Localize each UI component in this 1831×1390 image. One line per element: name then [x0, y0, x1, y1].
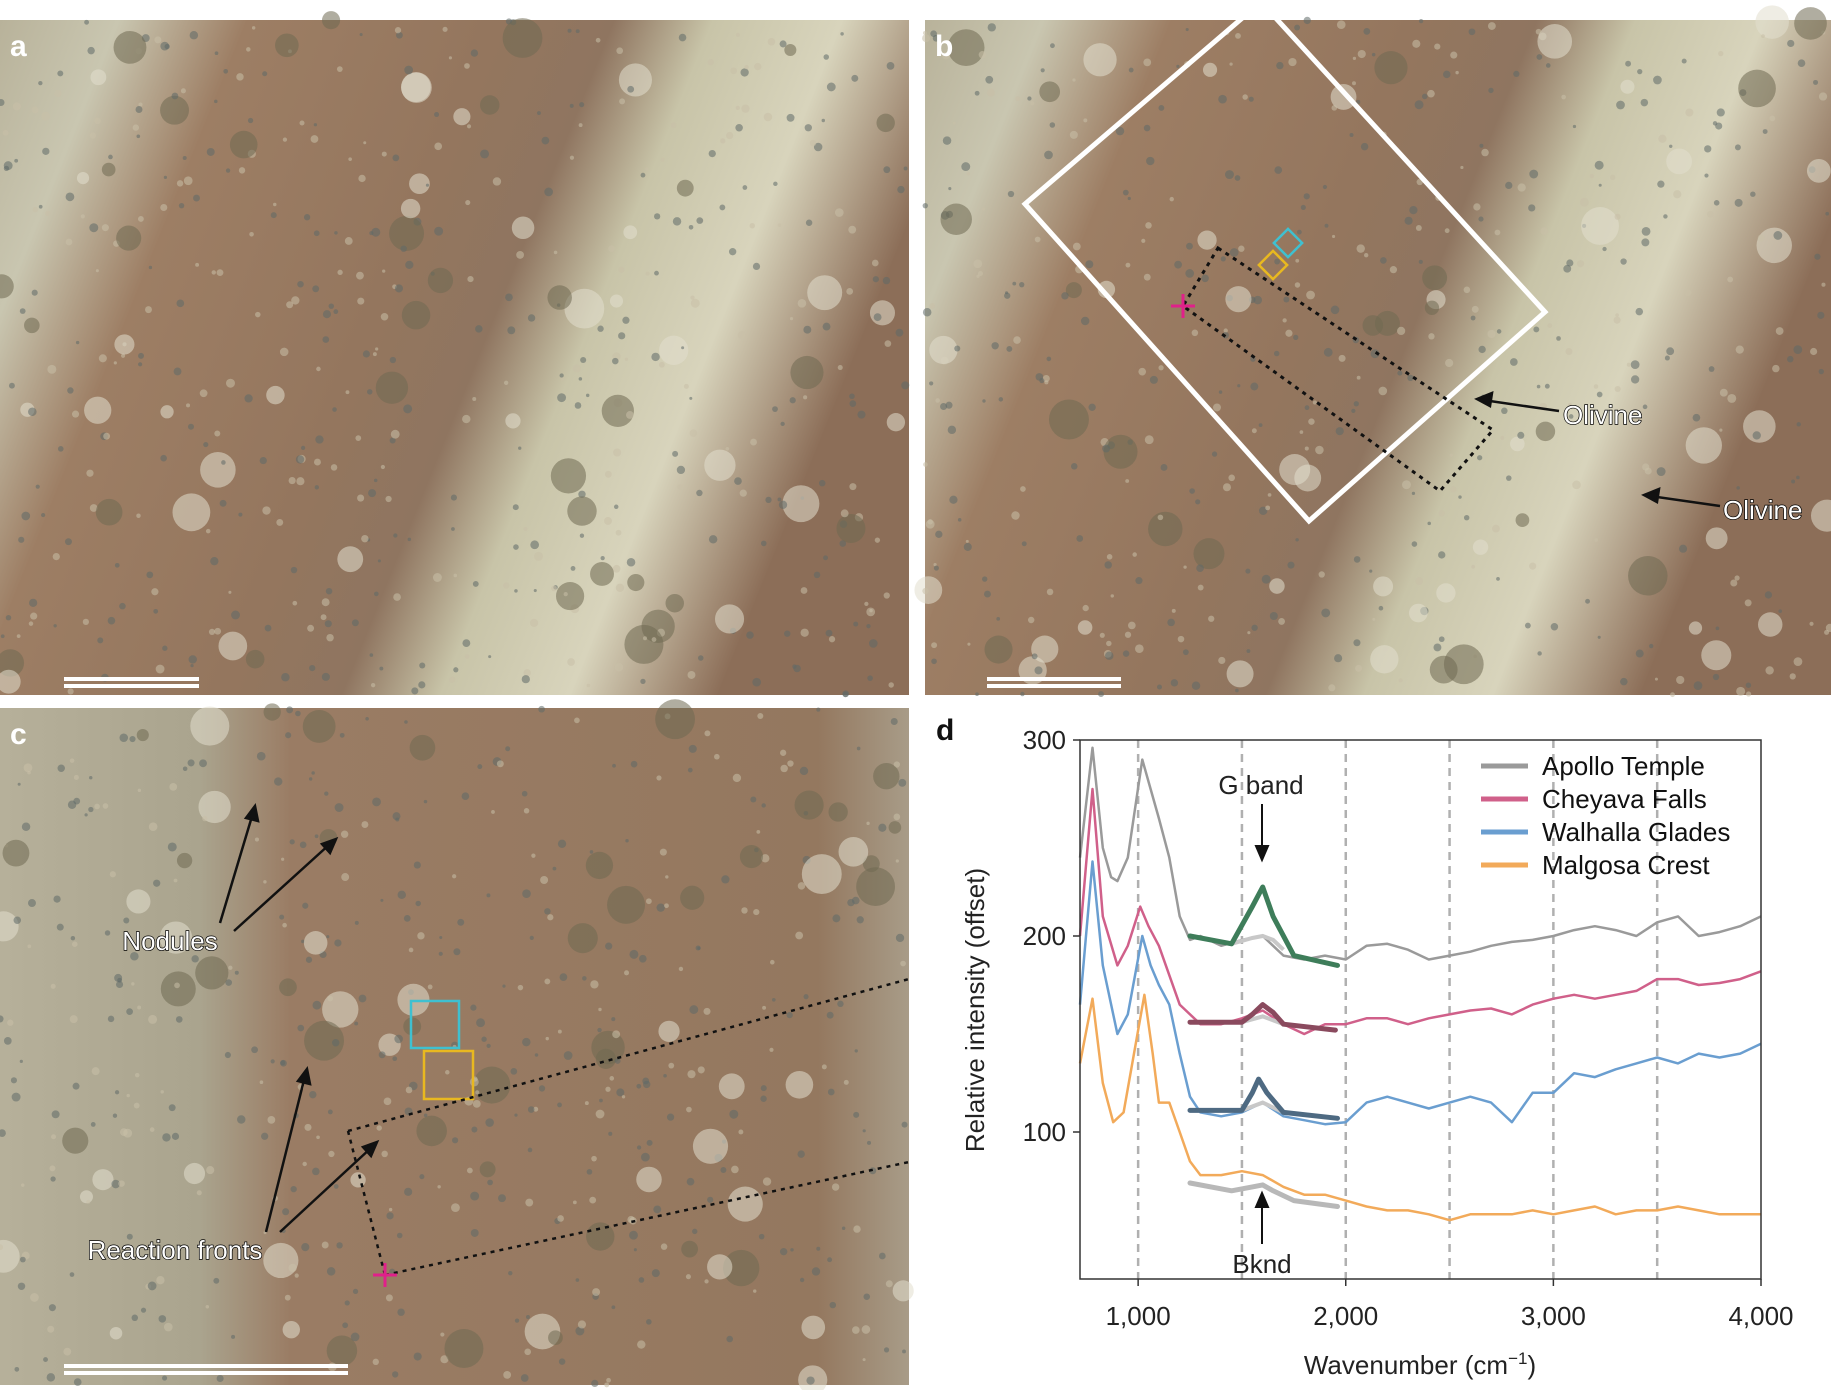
x-tick-label: 2,000	[1313, 1301, 1378, 1331]
y-tick-label: 100	[1023, 1117, 1066, 1147]
cyan-box	[409, 999, 461, 1050]
panel-label-d: d	[936, 714, 954, 747]
arrow	[1254, 804, 1270, 1244]
cross-marker	[1171, 294, 1195, 318]
white-roi-box	[1021, 0, 1549, 525]
panel-label-a: a	[10, 30, 27, 63]
series-line-cheyava-falls	[1078, 787, 1762, 1036]
panel-a-photo: a	[0, 11, 910, 698]
background-fit-apollo-temple	[1231, 933, 1285, 952]
dotted-scan-box	[346, 977, 910, 1277]
scale-bar	[64, 1364, 348, 1368]
rock-texture	[914, 5, 1831, 698]
background-fit-walhalla-glades	[1241, 1100, 1285, 1115]
cyan-box	[1272, 227, 1304, 259]
dotted-scan-box	[1181, 245, 1496, 494]
yellow-box	[1257, 249, 1289, 281]
scale-bar	[64, 1371, 348, 1375]
scale-bar	[64, 677, 199, 681]
panel-c-photo: Nodules Reaction fronts c	[0, 699, 914, 1390]
legend-label: Walhalla Glades	[1542, 817, 1730, 847]
cross-marker	[373, 1263, 397, 1287]
peak-fit-malgosa-crest	[1187, 1180, 1340, 1209]
x-axis-label-end: )	[1527, 1350, 1536, 1380]
x-tick-label: 3,000	[1521, 1301, 1586, 1331]
background-fit-cheyava-falls	[1241, 1014, 1285, 1027]
peak-fit-walhalla-glades	[1187, 1076, 1340, 1121]
x-axis-label: Wavenumber (cm−1)	[1304, 1349, 1536, 1380]
y-tick-label: 200	[1023, 921, 1066, 951]
g-band-label: G band	[1218, 770, 1303, 800]
rock-texture	[0, 699, 914, 1390]
legend-label: Apollo Temple	[1542, 751, 1705, 781]
arrow	[218, 803, 380, 1233]
scale-bar	[64, 684, 199, 688]
panel-b-photo: Olivine Olivine b	[914, 0, 1831, 698]
x-tick-label: 4,000	[1728, 1301, 1793, 1331]
panel-label-c: c	[10, 718, 27, 751]
rock-image	[0, 20, 909, 695]
series-line-apollo-temple	[1078, 746, 1762, 961]
scale-bar	[987, 684, 1121, 688]
x-tick-label: 1,000	[1106, 1301, 1171, 1331]
olivine-label: Olivine	[1723, 495, 1802, 525]
peak-fit-cheyava-falls	[1187, 1002, 1338, 1033]
yellow-box	[422, 1049, 475, 1101]
panel-label-b: b	[935, 30, 953, 63]
x-axis-label-text: Wavenumber (cm	[1304, 1350, 1508, 1380]
nodules-label: Nodules	[122, 926, 217, 956]
olivine-label: Olivine	[1563, 400, 1642, 430]
legend-label: Cheyava Falls	[1542, 784, 1707, 814]
x-axis-label-sup: −1	[1508, 1349, 1527, 1368]
arrow	[1474, 391, 1721, 508]
plot-frame	[1079, 739, 1762, 1280]
rock-texture	[0, 11, 910, 698]
y-axis-label: Relative intensity (offset)	[960, 868, 990, 1152]
bknd-label: Bknd	[1232, 1249, 1291, 1279]
y-tick-label: 300	[1023, 725, 1066, 755]
legend-label: Malgosa Crest	[1542, 850, 1710, 880]
scale-bar	[987, 677, 1121, 681]
reaction-fronts-label: Reaction fronts	[88, 1235, 263, 1265]
series-line-malgosa-crest	[1078, 993, 1761, 1222]
peak-fit-apollo-temple	[1187, 884, 1340, 968]
raman-spectrum-chart: d 1,000 2,000 3,000 4,000 100 200 300 Apollo T…	[936, 714, 1794, 1380]
series-line-walhalla-glades	[1078, 860, 1762, 1126]
